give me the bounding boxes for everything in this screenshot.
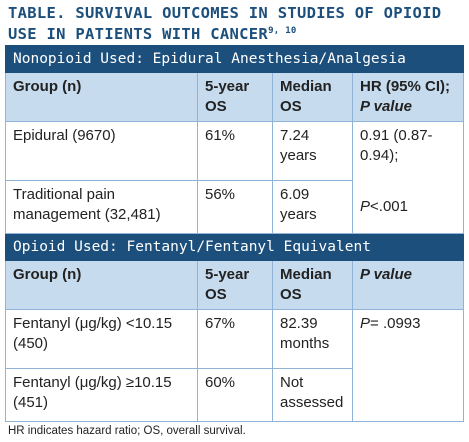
title-text: TABLE. SURVIVAL OUTCOMES IN STUDIES OF O… [8, 4, 442, 44]
cell: 56% [197, 180, 273, 234]
cell: 6.09 years [272, 180, 353, 234]
cell: Not assessed [272, 368, 353, 422]
header-cell: Group (n) [5, 260, 198, 310]
cell-text: HR (95% CI); [360, 78, 451, 95]
table-title: TABLE. SURVIVAL OUTCOMES IN STUDIES OF O… [8, 4, 463, 43]
data-row: Epidural (9670) 61% 7.24 years 0.91 (0.87-0… [5, 121, 465, 181]
cell-text: <.001 [370, 197, 408, 215]
cell-italic: P [360, 315, 371, 332]
section-heading: Nonopioid Used: Epidural Anesthesia/Anal… [4, 45, 465, 73]
header-cell: Median OS [272, 72, 353, 122]
header-cell: 5-year OS [197, 260, 273, 310]
cell: P= .0993 [351, 309, 465, 369]
table: Nonopioid Used: Epidural Anesthesia/Anal… [4, 45, 465, 422]
cell: 60% [197, 368, 273, 422]
section-row: Opioid Used: Fentanyl/Fentanyl Equivalen… [4, 233, 465, 261]
cell: Fentanyl (μg/kg) ≥10.15 (451) [5, 368, 198, 422]
cell: 82.39 months [272, 309, 353, 369]
data-row: Fentanyl (μg/kg) ≥10.15 (451) 60% Not asse… [5, 368, 465, 422]
cell-italic: P value [360, 98, 412, 115]
header-cell: 5-year OS [197, 72, 273, 122]
cell: Epidural (9670) [5, 121, 198, 181]
header-cell: Median OS [272, 260, 353, 310]
data-row: Traditional pain management (32,481) 56% 6… [5, 180, 465, 234]
data-row: Fentanyl (μg/kg) <10.15 (450) 67% 82.39 mo… [5, 309, 465, 369]
cell: Traditional pain management (32,481) [5, 180, 198, 234]
cell: 7.24 years [272, 121, 353, 181]
footnote: HR indicates hazard ratio; OS, overall s… [8, 425, 246, 437]
cell [351, 368, 465, 422]
cell-text: = .0993 [370, 315, 421, 332]
cell-italic: P [360, 197, 371, 215]
cell-italic: P value [360, 266, 412, 283]
section-heading: Opioid Used: Fentanyl/Fentanyl Equivalen… [4, 233, 465, 261]
header-row: Group (n) 5-year OS Median OS P value [5, 260, 465, 310]
cell: 61% [197, 121, 273, 181]
cell: 67% [197, 309, 273, 369]
section-row: Nonopioid Used: Epidural Anesthesia/Anal… [4, 45, 465, 73]
cell: P<.001 [351, 180, 465, 234]
title-superscript: 9, 10 [268, 26, 297, 36]
cell: Fentanyl (μg/kg) <10.15 (450) [5, 309, 198, 369]
header-cell: HR (95% CI); P value [351, 72, 465, 122]
header-cell: Group (n) [5, 72, 198, 122]
cell: 0.91 (0.87-0.94); [351, 121, 465, 181]
header-row: Group (n) 5-year OS Median OS HR (95% CI); … [5, 72, 465, 122]
header-cell: P value [351, 260, 465, 310]
